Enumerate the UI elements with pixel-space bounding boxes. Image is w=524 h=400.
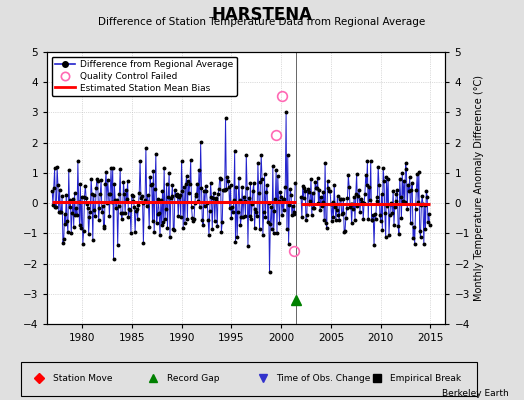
Text: Difference of Station Temperature Data from Regional Average: Difference of Station Temperature Data f… bbox=[99, 17, 425, 27]
Text: HARSTENA: HARSTENA bbox=[212, 6, 312, 24]
Text: Station Move: Station Move bbox=[53, 374, 112, 383]
Legend: Difference from Regional Average, Quality Control Failed, Estimated Station Mean: Difference from Regional Average, Qualit… bbox=[52, 56, 236, 96]
Y-axis label: Monthly Temperature Anomaly Difference (°C): Monthly Temperature Anomaly Difference (… bbox=[474, 75, 484, 301]
Text: Berkeley Earth: Berkeley Earth bbox=[442, 389, 508, 398]
Text: Empirical Break: Empirical Break bbox=[390, 374, 461, 383]
Text: Time of Obs. Change: Time of Obs. Change bbox=[276, 374, 370, 383]
Text: Record Gap: Record Gap bbox=[167, 374, 220, 383]
